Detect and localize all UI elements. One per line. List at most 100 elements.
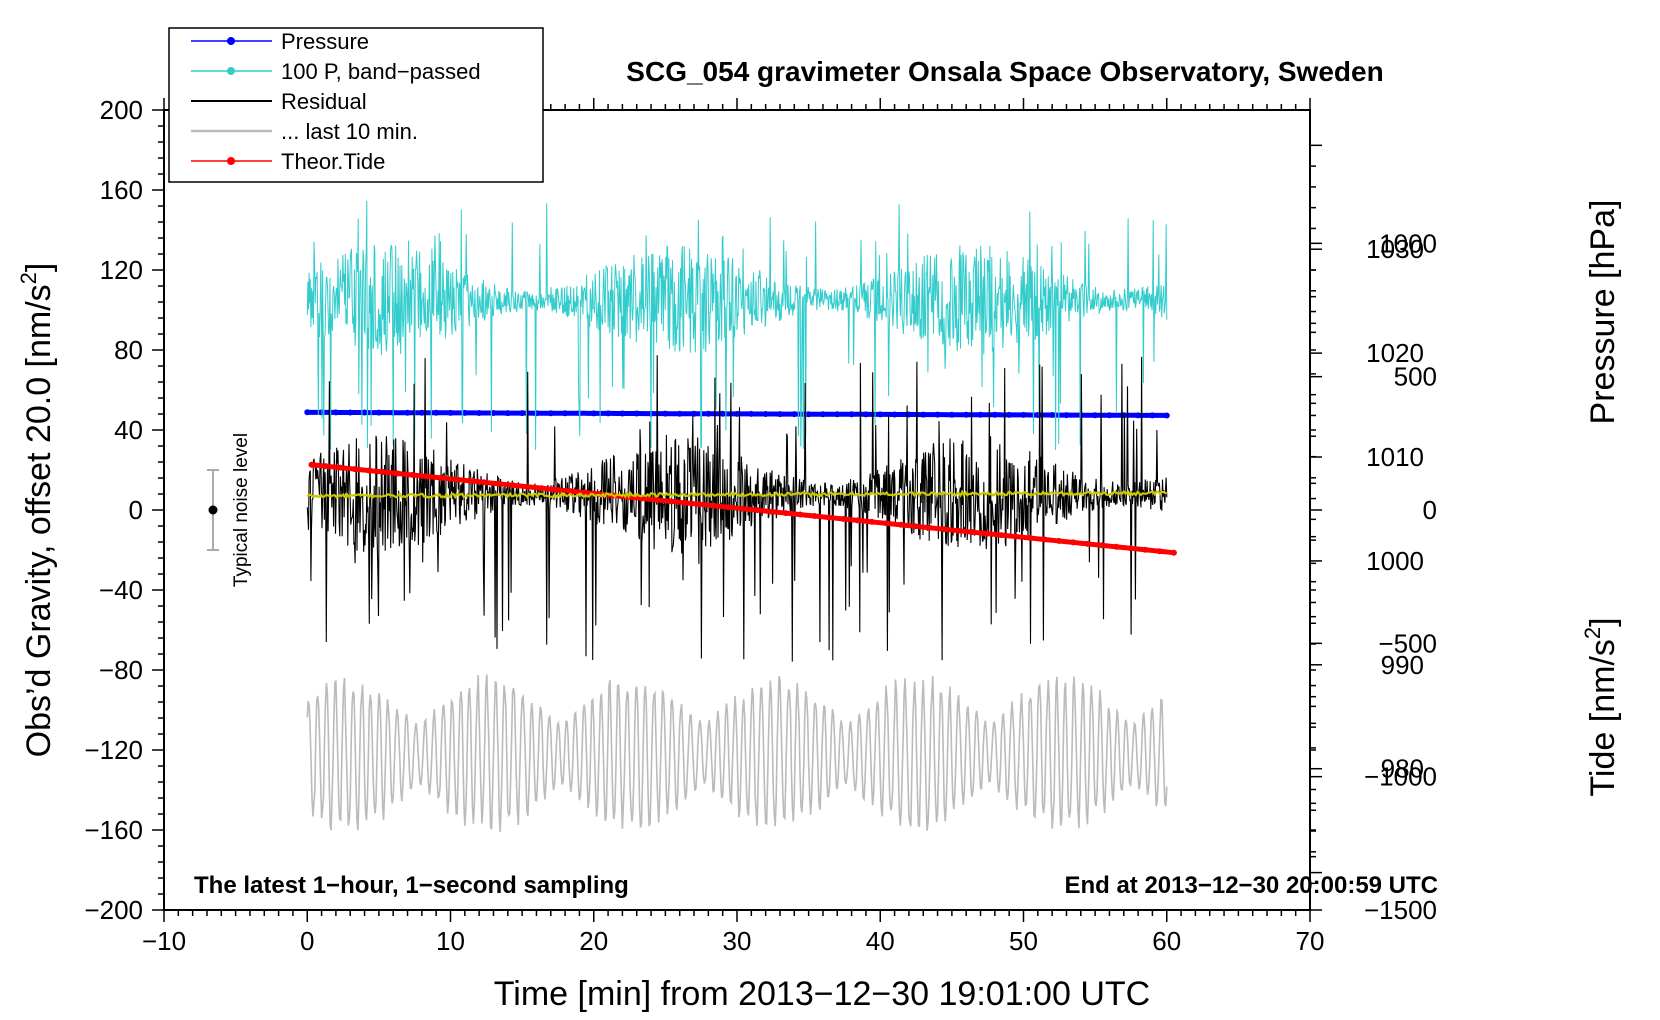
series-theor-tide-point: [926, 524, 933, 531]
series-pressure-point: [819, 411, 826, 418]
series-theor-tide-point: [524, 483, 531, 490]
series-pressure-point: [948, 411, 955, 418]
series-pressure-point: [705, 410, 712, 417]
series-theor-tide-point: [1055, 537, 1062, 544]
series-pressure-point: [1163, 412, 1170, 419]
series-pressure-point: [734, 410, 740, 417]
series-theor-tide-point: [725, 504, 732, 511]
series-mean: [306, 489, 1167, 500]
series-theor-tide-point: [840, 515, 847, 522]
x-tick-label: 50: [1009, 926, 1038, 956]
series-pressure-point: [1092, 412, 1099, 419]
series-pressure-point: [1020, 411, 1027, 418]
series-pressure-point: [1106, 412, 1113, 419]
series-pressure-point: [590, 410, 597, 417]
legend-marker-band-passed: [227, 67, 235, 75]
series-theor-tide-point: [423, 473, 430, 480]
series-theor-tide-point: [696, 501, 703, 508]
series-pressure-point: [418, 409, 425, 416]
legend-label-theor-tide: Theor.Tide: [281, 149, 385, 174]
annotation-left: The latest 1−hour, 1−second sampling: [194, 872, 629, 899]
series-pressure-point: [476, 410, 483, 416]
series-pressure-point: [891, 411, 898, 418]
legend-label-residual: Residual: [281, 89, 367, 114]
pressure-tick-label: 1000: [1366, 546, 1424, 576]
series-pressure-point: [347, 409, 354, 416]
series-theor-tide-point: [782, 510, 789, 517]
series-theor-tide-point: [667, 498, 674, 505]
legend-marker-pressure: [227, 37, 235, 45]
series-theor-tide-point: [1142, 546, 1149, 553]
legend-item-residual: Residual: [191, 89, 367, 114]
series-pressure-point: [977, 411, 984, 418]
series-pressure-point: [1049, 412, 1056, 418]
x-tick-label: 10: [436, 926, 465, 956]
annotation-right: End at 2013−12−30 20:00:59 UTC: [1064, 872, 1438, 899]
legend-marker-theor-tide: [227, 157, 235, 165]
series-pressure-point: [1063, 412, 1070, 419]
series-theor-tide-point: [452, 476, 459, 483]
legend-box: [168, 27, 544, 183]
series-theor-tide-point: [711, 502, 717, 509]
series-theor-tide: [308, 461, 1177, 556]
legend: Pressure 100 P, band−passed Residual ...…: [168, 27, 544, 183]
series-pressure-point: [605, 410, 612, 417]
series-pressure-point: [934, 411, 941, 418]
noise-level-label: Typical noise level: [231, 433, 252, 587]
series-pressure-point: [719, 410, 726, 417]
tide-tick-label: 0: [1423, 495, 1437, 525]
y-tick-label: −80: [99, 655, 143, 685]
pressure-tick-label: 1010: [1366, 442, 1424, 472]
x-tick-label: 40: [866, 926, 895, 956]
series-pressure-point: [676, 410, 683, 417]
series-theor-tide-point: [308, 461, 315, 468]
series-theor-tide-point: [653, 496, 660, 503]
legend-label-band-passed: 100 P, band−passed: [281, 59, 481, 84]
series-theor-tide-point: [567, 488, 574, 495]
series-theor-tide-point: [869, 518, 876, 525]
tide-tick-label: −500: [1378, 628, 1437, 658]
series-theor-tide-point: [797, 511, 804, 518]
series-theor-tide-point: [1084, 540, 1091, 547]
series-pressure-point: [562, 410, 569, 417]
series-theor-tide-point: [1099, 542, 1105, 549]
series-theor-tide-point: [754, 507, 761, 514]
series-theor-tide-point: [811, 513, 818, 519]
series-theor-tide-point: [509, 482, 516, 489]
legend-item-theor-tide: Theor.Tide: [191, 149, 385, 174]
series-pressure-point: [361, 409, 368, 416]
pressure-tick-label: 1020: [1366, 338, 1424, 368]
series-theor-tide-point: [351, 466, 358, 473]
legend-label-pressure: Pressure: [281, 29, 369, 54]
series-theor-tide-point: [322, 463, 329, 470]
x-axis-title: Time [min] from 2013−12−30 19:01:00 UTC: [494, 975, 1150, 1013]
series-pressure-point: [1135, 412, 1142, 419]
pressure-tick-label: 1030: [1366, 234, 1424, 264]
series-pressure-point: [461, 409, 468, 416]
x-tick-label: 0: [300, 926, 314, 956]
series-theor-tide-point: [552, 486, 559, 493]
series-pressure-point: [547, 410, 554, 417]
legend-item-pressure: Pressure: [191, 29, 369, 54]
y-axis-title-tide: Tide [nm/s2]: [1580, 617, 1622, 796]
series-100-p-band-passed: [306, 200, 1168, 451]
series-theor-tide-point: [337, 464, 344, 471]
series-residual: [306, 355, 1168, 662]
series-theor-tide-point: [955, 527, 962, 534]
series-layer: [304, 200, 1177, 832]
series-theor-tide-point: [998, 532, 1005, 539]
pressure-tick-label: 980: [1381, 754, 1424, 784]
series-theor-tide-point: [366, 467, 372, 474]
tide-tick-label: 500: [1394, 362, 1437, 392]
tide-tick-label: −1000: [1364, 762, 1437, 792]
series-pressure-point: [762, 411, 769, 417]
series-pressure-point: [519, 410, 526, 417]
series-pressure-point: [332, 409, 339, 416]
series-pressure-point: [877, 411, 884, 418]
x-tick-label: 60: [1152, 926, 1181, 956]
legend-item-last-10-min: ... last 10 min.: [191, 119, 418, 144]
series-theor-tide-point: [940, 526, 947, 533]
series-pressure-point: [963, 411, 970, 418]
series-theor-tide-point: [1127, 545, 1134, 552]
series-pressure-point: [1006, 411, 1013, 418]
